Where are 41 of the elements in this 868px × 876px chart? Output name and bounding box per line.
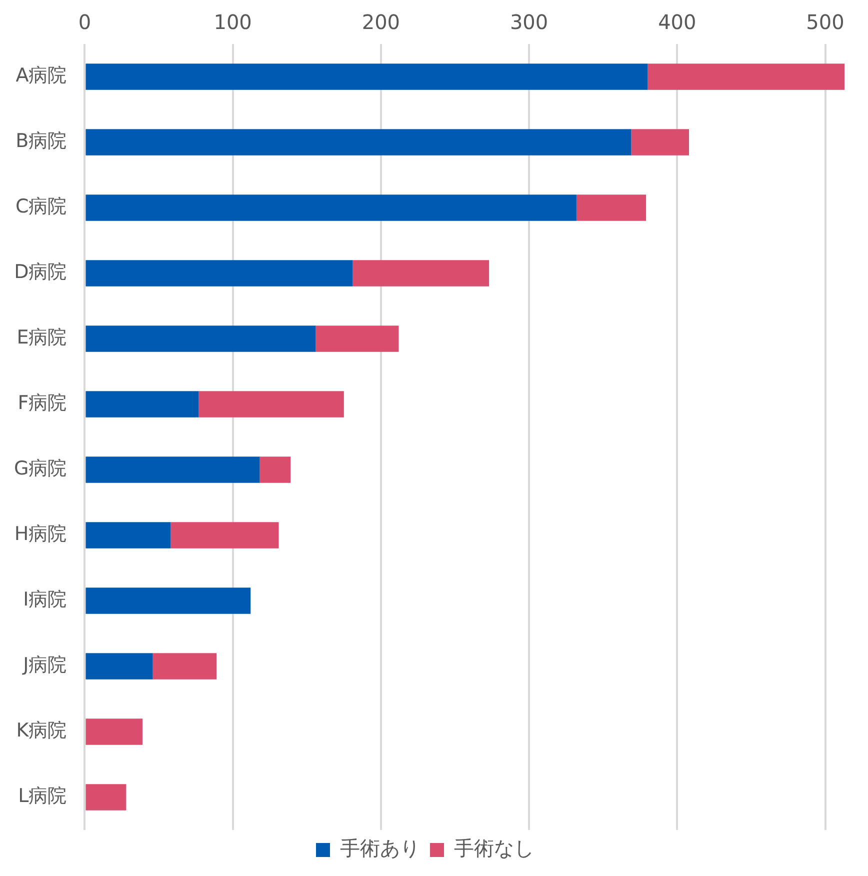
bar — [198, 391, 344, 418]
bar — [86, 391, 199, 418]
bar — [86, 64, 648, 90]
x-tick-label: 500 — [806, 10, 844, 34]
bar — [170, 522, 279, 548]
bar — [86, 588, 251, 614]
bar — [152, 653, 217, 680]
bar — [576, 194, 646, 221]
bar — [86, 718, 142, 745]
y-tick-label: I病院 — [23, 588, 67, 611]
y-tick-label: C病院 — [15, 196, 67, 218]
bar — [631, 129, 690, 156]
bar — [316, 326, 399, 352]
bar — [86, 260, 353, 286]
bar — [259, 456, 291, 483]
bar — [86, 456, 260, 483]
x-tick-label: 0 — [78, 10, 92, 34]
y-tick-label: K病院 — [16, 720, 67, 742]
bar — [86, 653, 153, 680]
y-tick-label: D病院 — [14, 261, 67, 284]
y-tick-label: H病院 — [14, 523, 67, 546]
bar — [648, 64, 845, 90]
y-tick-label: B病院 — [16, 130, 67, 152]
y-tick-label: A病院 — [16, 64, 67, 87]
y-tick-label: L病院 — [18, 785, 67, 808]
bar — [86, 784, 126, 810]
x-tick-label: 400 — [658, 10, 696, 34]
y-tick-label: E病院 — [16, 326, 67, 349]
x-tick-label: 200 — [362, 10, 400, 34]
legend-label: 手術なし — [454, 836, 534, 860]
bar — [86, 522, 171, 548]
y-tick-label: G病院 — [14, 458, 67, 480]
x-tick-label: 100 — [214, 10, 252, 34]
y-tick-label: F病院 — [18, 392, 67, 414]
bar — [86, 129, 632, 156]
bar — [86, 326, 316, 352]
bar — [352, 260, 490, 286]
y-tick-label: J病院 — [22, 654, 67, 676]
bar — [86, 194, 576, 221]
x-tick-label: 300 — [510, 10, 548, 34]
legend-label: 手術あり — [340, 836, 420, 860]
